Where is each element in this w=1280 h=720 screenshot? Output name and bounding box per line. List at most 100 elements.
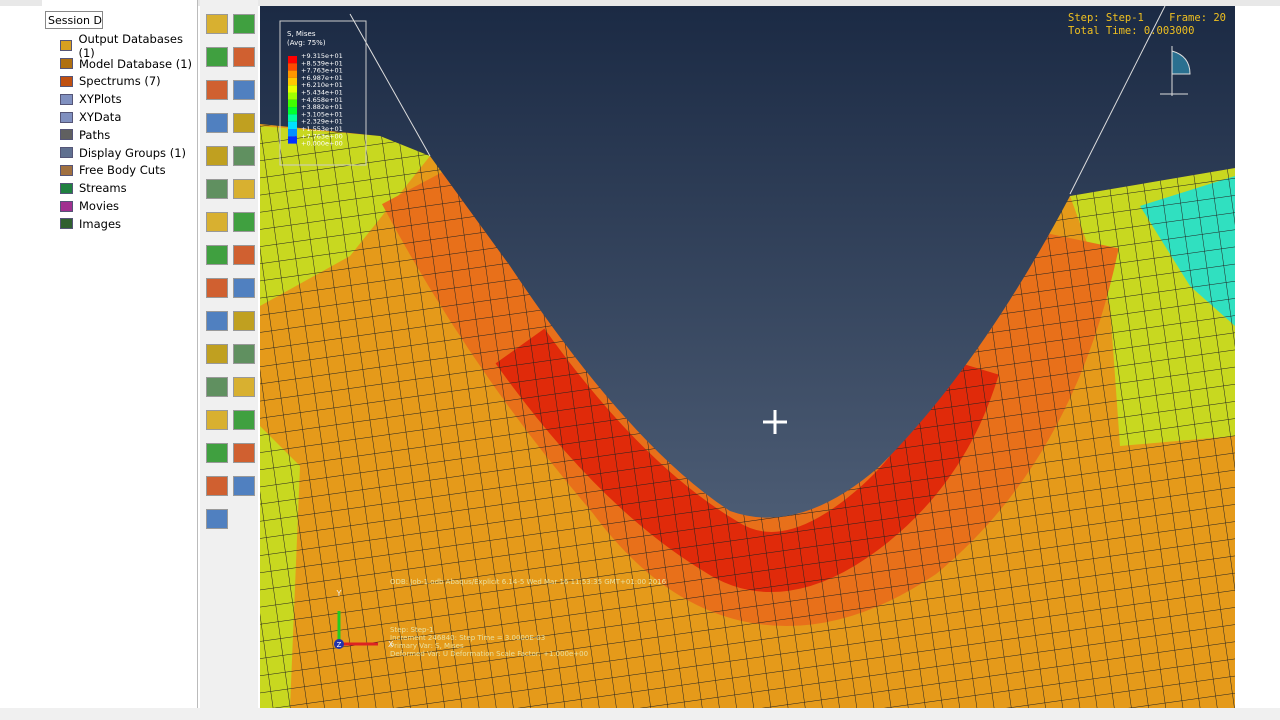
info-line: Increment 246840: Step Time = 3.0000E-03 [390,634,545,642]
tree-icon [60,182,73,194]
guide-line [1069,6,1166,195]
tree-label: Spectrums (7) [79,74,161,89]
tool-button[interactable] [233,410,255,430]
legend-value: +6.210e+01 [301,81,343,89]
tree-label: Paths [79,127,111,142]
tool-button[interactable] [233,476,255,496]
tree-label: Display Groups (1) [79,145,186,160]
legend-value: +5.434e+01 [301,89,343,97]
tree-icon [60,218,73,230]
tree-icon [60,147,73,159]
tool-button[interactable] [206,80,228,100]
background [260,6,1235,518]
tool-button[interactable] [233,146,255,166]
legend-value: +0.000e+00 [301,140,343,148]
legend-swatch [288,99,297,108]
tool-button[interactable] [233,245,255,265]
tree-item[interactable]: Output Databases (1) [50,32,197,60]
legend-value: +3.105e+01 [301,110,343,118]
cursor [763,410,787,434]
tool-button[interactable] [206,443,228,463]
legend-swatch [288,85,297,93]
tool-button[interactable] [233,344,255,364]
tree: Output Databases (1) Model Database (1) Sp… [50,32,197,233]
step: Step: Step-1 [1068,12,1144,24]
tree-icon [60,129,73,141]
tool-button[interactable] [206,179,228,199]
tree-icon [60,93,73,105]
info-line: Primary Var: S, Mises [390,642,464,650]
frame: Frame: 20 [1169,12,1226,24]
tool-button[interactable] [233,14,255,34]
legend-swatch [288,107,297,115]
tree-item[interactable]: Display Groups (1) [50,144,197,162]
tool-button[interactable] [206,47,228,67]
tree-item[interactable]: Spectrums (7) [50,73,197,91]
tree-item[interactable]: XYData [50,108,197,126]
tree-item[interactable]: Streams [50,179,197,197]
axis-triad [334,611,378,649]
tree-item[interactable]: Paths [50,126,197,144]
tree-icon [60,58,73,70]
status-strip [0,708,1280,720]
legend-value: +8.539e+01 [301,59,343,67]
info-line: Deformed Var: U Deformation Scale Factor… [390,650,588,658]
tool-button[interactable] [233,377,255,397]
tree-item[interactable]: Movies [50,197,197,215]
tool-button[interactable] [206,377,228,397]
legend-value: +2.329e+01 [301,118,343,126]
legend-swatch [288,63,297,71]
tool-button[interactable] [233,443,255,463]
model-tree-panel: Session D Output Databases (1) Model Data… [42,0,198,720]
legend-title: S, Mises [287,30,316,38]
tool-button[interactable] [206,344,228,364]
tree-icon [60,200,73,212]
tool-button[interactable] [233,80,255,100]
tree-label: Model Database (1) [79,56,193,71]
tool-button[interactable] [233,278,255,298]
legend-swatch [288,121,297,129]
legend: S, Mises(Avg: 75%)+9.315e+01+8.539e+01+7… [279,20,367,166]
tree-item[interactable]: XYPlots [50,90,197,108]
axis-z: Z [337,641,342,649]
tool-button[interactable] [206,113,228,133]
axis-y: Y [336,589,342,598]
tool-button[interactable] [206,311,228,331]
session-combo[interactable]: Session D [45,11,103,29]
legend-value: +7.763e+01 [301,67,343,75]
tree-item[interactable]: Images [50,215,197,233]
tool-button[interactable] [206,14,228,34]
info-line: Step: Step-1 [390,626,433,634]
tool-button[interactable] [233,113,255,133]
legend-value: +4.658e+01 [301,96,343,104]
tree-label: XYPlots [79,92,122,107]
tool-button[interactable] [206,212,228,232]
legend-swatch [288,56,297,64]
tool-button[interactable] [206,245,228,265]
tree-label: XYData [79,110,122,125]
total-time: Total Time: 0.003000 [1068,25,1194,37]
tool-button[interactable] [233,47,255,67]
guide-line [349,13,431,157]
tool-button[interactable] [206,146,228,166]
tool-button[interactable] [206,410,228,430]
odb-info: ODB: Job-1.odb Abaqus/Explicit 6.14-5 We… [390,578,667,586]
tree-item[interactable]: Model Database (1) [50,55,197,73]
legend-value: +6.987e+01 [301,74,343,82]
tool-button[interactable] [233,311,255,331]
tree-label: Images [79,216,122,231]
tree-icon [60,40,73,52]
legend-value: +9.315e+01 [301,52,343,60]
legend-swatch [288,92,297,100]
axis-x: X [388,640,394,649]
tool-button[interactable] [206,278,228,298]
legend-value: +1.553e+01 [301,125,343,133]
tree-item[interactable]: Free Body Cuts [50,162,197,180]
tool-button[interactable] [233,212,255,232]
tree-icon [60,111,73,123]
tool-button[interactable] [206,476,228,496]
tool-button[interactable] [206,509,228,529]
tool-button[interactable] [233,179,255,199]
